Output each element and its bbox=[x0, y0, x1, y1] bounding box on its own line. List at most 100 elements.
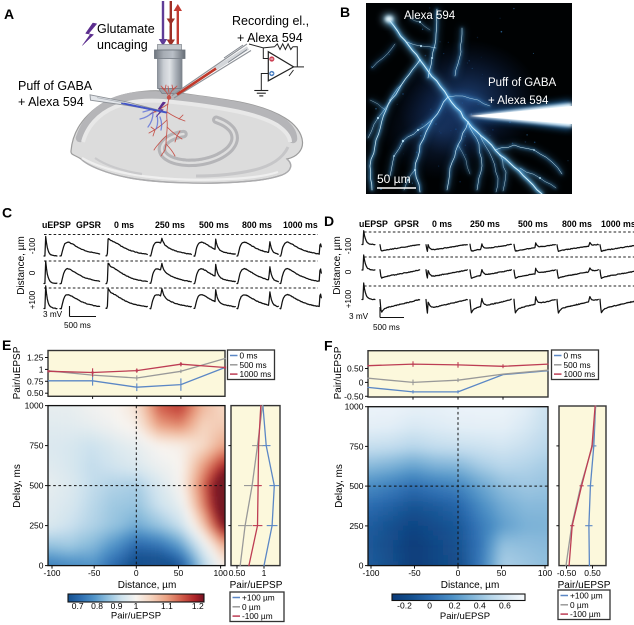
svg-text:500 ms: 500 ms bbox=[199, 220, 229, 230]
svg-text:0.2: 0.2 bbox=[449, 601, 461, 611]
svg-text:uncaging: uncaging bbox=[97, 38, 148, 52]
svg-text:1: 1 bbox=[39, 364, 44, 374]
svg-text:0: 0 bbox=[456, 568, 461, 578]
svg-text:500 ms: 500 ms bbox=[518, 219, 548, 229]
svg-text:0 µm: 0 µm bbox=[242, 602, 261, 612]
svg-text:500 ms: 500 ms bbox=[373, 323, 400, 332]
svg-text:0.6: 0.6 bbox=[499, 601, 511, 611]
svg-text:0.50: 0.50 bbox=[584, 568, 601, 578]
svg-text:-100: -100 bbox=[43, 568, 60, 578]
svg-text:50: 50 bbox=[174, 568, 184, 578]
svg-text:100: 100 bbox=[538, 568, 552, 578]
svg-text:0 ms: 0 ms bbox=[564, 351, 582, 361]
svg-text:250: 250 bbox=[349, 521, 363, 531]
svg-text:-100 µm: -100 µm bbox=[570, 609, 601, 619]
svg-text:500: 500 bbox=[29, 481, 43, 491]
svg-text:0.7: 0.7 bbox=[72, 601, 84, 611]
svg-text:250 ms: 250 ms bbox=[155, 220, 185, 230]
svg-text:500 ms: 500 ms bbox=[64, 321, 91, 330]
svg-text:uEPSP: uEPSP bbox=[359, 219, 388, 229]
svg-text:D: D bbox=[324, 213, 334, 229]
svg-text:0.8: 0.8 bbox=[91, 601, 103, 611]
svg-text:1000 ms: 1000 ms bbox=[601, 219, 634, 229]
svg-text:+ Alexa 594: + Alexa 594 bbox=[488, 95, 549, 107]
svg-text:-100: -100 bbox=[28, 237, 37, 254]
svg-text:Pair/uEPSP: Pair/uEPSP bbox=[111, 611, 161, 622]
svg-text:1.1: 1.1 bbox=[161, 601, 173, 611]
svg-text:800 ms: 800 ms bbox=[562, 219, 592, 229]
svg-text:-0.50: -0.50 bbox=[557, 568, 577, 578]
svg-text:0: 0 bbox=[344, 269, 353, 274]
svg-text:1000 ms: 1000 ms bbox=[283, 220, 318, 230]
svg-text:100: 100 bbox=[214, 568, 228, 578]
svg-text:+100 µm: +100 µm bbox=[242, 593, 275, 603]
svg-text:Glutamate: Glutamate bbox=[97, 22, 155, 36]
svg-text:-0.50: -0.50 bbox=[344, 391, 364, 401]
svg-text:0.75: 0.75 bbox=[27, 376, 44, 386]
svg-text:-50: -50 bbox=[88, 568, 101, 578]
svg-text:-100: -100 bbox=[362, 568, 379, 578]
svg-text:1000 ms: 1000 ms bbox=[240, 369, 272, 379]
svg-text:+ Alexa 594: + Alexa 594 bbox=[18, 95, 84, 109]
svg-text:1000: 1000 bbox=[345, 402, 364, 412]
svg-text:Pair/uEPSP: Pair/uEPSP bbox=[440, 611, 490, 622]
svg-text:800 ms: 800 ms bbox=[242, 220, 272, 230]
svg-text:500 ms: 500 ms bbox=[564, 360, 591, 370]
svg-text:C: C bbox=[2, 205, 12, 221]
svg-text:Distance, µm: Distance, µm bbox=[16, 236, 27, 295]
svg-text:Delay, ms: Delay, ms bbox=[12, 464, 23, 508]
svg-text:3 mV: 3 mV bbox=[43, 310, 63, 319]
svg-text:1000 ms: 1000 ms bbox=[564, 369, 596, 379]
svg-text:Puff of GABA: Puff of GABA bbox=[488, 77, 557, 89]
svg-text:+100: +100 bbox=[28, 290, 37, 309]
svg-text:50 µm: 50 µm bbox=[377, 172, 411, 186]
svg-text:750: 750 bbox=[29, 441, 43, 451]
svg-text:-100 µm: -100 µm bbox=[242, 611, 273, 621]
svg-text:Pair/uEPSP: Pair/uEPSP bbox=[558, 580, 611, 591]
svg-text:0.50: 0.50 bbox=[347, 364, 364, 374]
svg-text:Distance, µm: Distance, µm bbox=[332, 236, 343, 295]
svg-text:750: 750 bbox=[349, 441, 363, 451]
svg-text:1: 1 bbox=[134, 601, 139, 611]
svg-text:250: 250 bbox=[29, 521, 43, 531]
svg-text:3 mV: 3 mV bbox=[349, 312, 369, 321]
svg-text:250 ms: 250 ms bbox=[470, 219, 500, 229]
svg-text:0.50: 0.50 bbox=[229, 568, 246, 578]
svg-text:50: 50 bbox=[497, 568, 507, 578]
svg-text:0: 0 bbox=[39, 561, 44, 571]
svg-text:-50: -50 bbox=[408, 568, 421, 578]
svg-text:Distance, µm: Distance, µm bbox=[118, 580, 177, 591]
svg-text:GPSR: GPSR bbox=[394, 219, 420, 229]
svg-text:F: F bbox=[324, 338, 333, 354]
svg-text:0: 0 bbox=[28, 270, 37, 275]
svg-text:0: 0 bbox=[359, 377, 364, 387]
svg-text:-100: -100 bbox=[344, 237, 353, 254]
svg-text:Distance, µm: Distance, µm bbox=[441, 580, 500, 591]
svg-text:0 ms: 0 ms bbox=[240, 351, 258, 361]
svg-text:E: E bbox=[2, 337, 11, 353]
svg-text:Pair/uEPSP: Pair/uEPSP bbox=[333, 346, 344, 399]
svg-text:+100 µm: +100 µm bbox=[570, 591, 603, 601]
svg-text:A: A bbox=[4, 6, 14, 22]
svg-text:Puff of GABA: Puff of GABA bbox=[18, 79, 93, 93]
svg-text:0.9: 0.9 bbox=[111, 601, 123, 611]
svg-text:Delay, ms: Delay, ms bbox=[334, 464, 345, 508]
svg-text:B: B bbox=[340, 4, 350, 20]
svg-text:uEPSP: uEPSP bbox=[42, 220, 71, 230]
svg-text:Pair/uEPSP: Pair/uEPSP bbox=[230, 580, 283, 591]
svg-text:0.50: 0.50 bbox=[27, 388, 44, 398]
svg-text:Recording el.,: Recording el., bbox=[232, 14, 309, 28]
svg-text:Alexa 594: Alexa 594 bbox=[404, 10, 456, 22]
svg-text:-0.2: -0.2 bbox=[397, 601, 412, 611]
svg-text:0: 0 bbox=[427, 601, 432, 611]
svg-text:1000: 1000 bbox=[25, 401, 44, 411]
svg-text:0.4: 0.4 bbox=[474, 601, 486, 611]
svg-text:500: 500 bbox=[349, 481, 363, 491]
svg-text:500 ms: 500 ms bbox=[240, 360, 267, 370]
svg-text:+100: +100 bbox=[344, 289, 353, 308]
svg-text:+ Alexa 594: + Alexa 594 bbox=[237, 31, 303, 45]
svg-text:0 ms: 0 ms bbox=[114, 220, 134, 230]
svg-text:1.25: 1.25 bbox=[27, 353, 44, 363]
svg-text:0 µm: 0 µm bbox=[570, 600, 589, 610]
svg-text:0: 0 bbox=[134, 568, 139, 578]
